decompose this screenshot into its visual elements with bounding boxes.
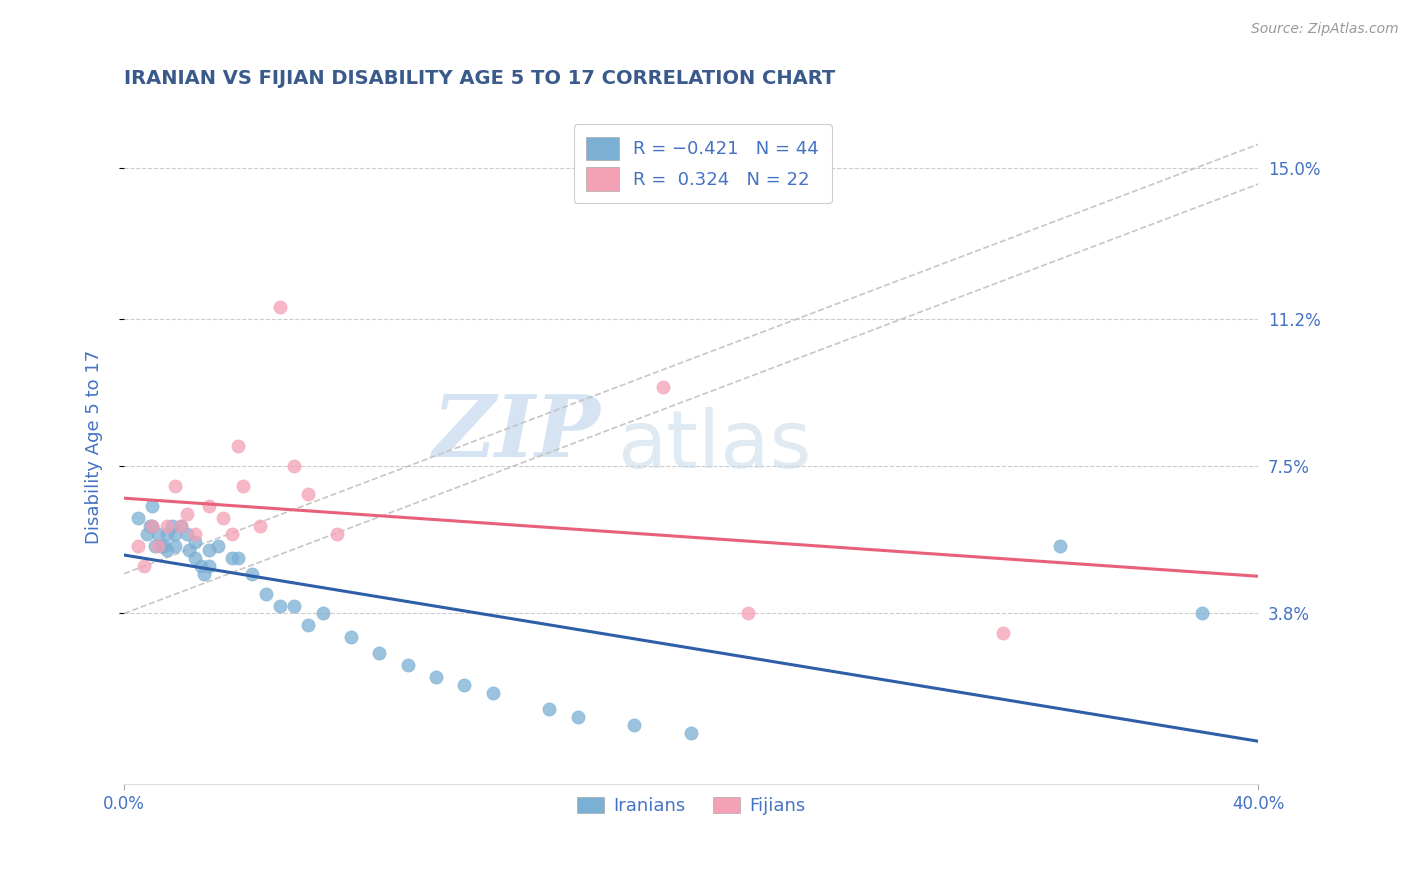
Point — [249, 519, 271, 533]
Point — [221, 550, 243, 565]
Point — [138, 519, 160, 533]
Point — [193, 566, 215, 581]
Point — [132, 558, 155, 573]
Point — [143, 539, 166, 553]
Point — [146, 527, 169, 541]
Point — [340, 630, 363, 644]
Point — [170, 519, 193, 533]
Point — [1049, 539, 1071, 553]
Text: ZIP: ZIP — [433, 392, 600, 475]
Point — [232, 479, 254, 493]
Point — [156, 527, 179, 541]
Point — [283, 459, 305, 474]
Point — [326, 527, 349, 541]
Point — [179, 542, 201, 557]
Y-axis label: Disability Age 5 to 17: Disability Age 5 to 17 — [86, 350, 103, 543]
Point — [184, 535, 207, 549]
Point — [1191, 607, 1213, 621]
Point — [146, 539, 169, 553]
Point — [481, 686, 503, 700]
Point — [283, 599, 305, 613]
Point — [176, 507, 198, 521]
Point — [623, 718, 645, 732]
Point — [396, 658, 419, 673]
Point — [226, 550, 249, 565]
Point — [165, 479, 187, 493]
Point — [368, 646, 391, 660]
Point — [153, 539, 176, 553]
Point — [681, 725, 703, 739]
Point — [212, 511, 235, 525]
Point — [425, 670, 447, 684]
Point — [221, 527, 243, 541]
Text: IRANIAN VS FIJIAN DISABILITY AGE 5 TO 17 CORRELATION CHART: IRANIAN VS FIJIAN DISABILITY AGE 5 TO 17… — [124, 69, 835, 87]
Point — [162, 519, 184, 533]
Point — [651, 380, 673, 394]
Point — [198, 542, 221, 557]
Point — [254, 586, 277, 600]
Point — [141, 519, 163, 533]
Point — [176, 527, 198, 541]
Point — [297, 618, 319, 632]
Point — [156, 542, 179, 557]
Text: Source: ZipAtlas.com: Source: ZipAtlas.com — [1251, 22, 1399, 37]
Point — [184, 527, 207, 541]
Legend: Iranians, Fijians: Iranians, Fijians — [569, 790, 813, 822]
Point — [150, 539, 173, 553]
Point — [141, 519, 163, 533]
Text: atlas: atlas — [617, 408, 811, 485]
Point — [991, 626, 1014, 640]
Point — [170, 519, 193, 533]
Point — [198, 499, 221, 513]
Point — [297, 487, 319, 501]
Point — [127, 539, 149, 553]
Point — [190, 558, 212, 573]
Point — [141, 499, 163, 513]
Point — [184, 550, 207, 565]
Point — [165, 527, 187, 541]
Point — [567, 710, 589, 724]
Point — [226, 440, 249, 454]
Point — [269, 301, 291, 315]
Point — [311, 607, 333, 621]
Point — [538, 702, 561, 716]
Point — [165, 539, 187, 553]
Point — [207, 539, 229, 553]
Point — [198, 558, 221, 573]
Point — [127, 511, 149, 525]
Point — [156, 519, 179, 533]
Point — [737, 607, 759, 621]
Point — [453, 678, 475, 692]
Point — [269, 599, 291, 613]
Point — [135, 527, 157, 541]
Point — [240, 566, 263, 581]
